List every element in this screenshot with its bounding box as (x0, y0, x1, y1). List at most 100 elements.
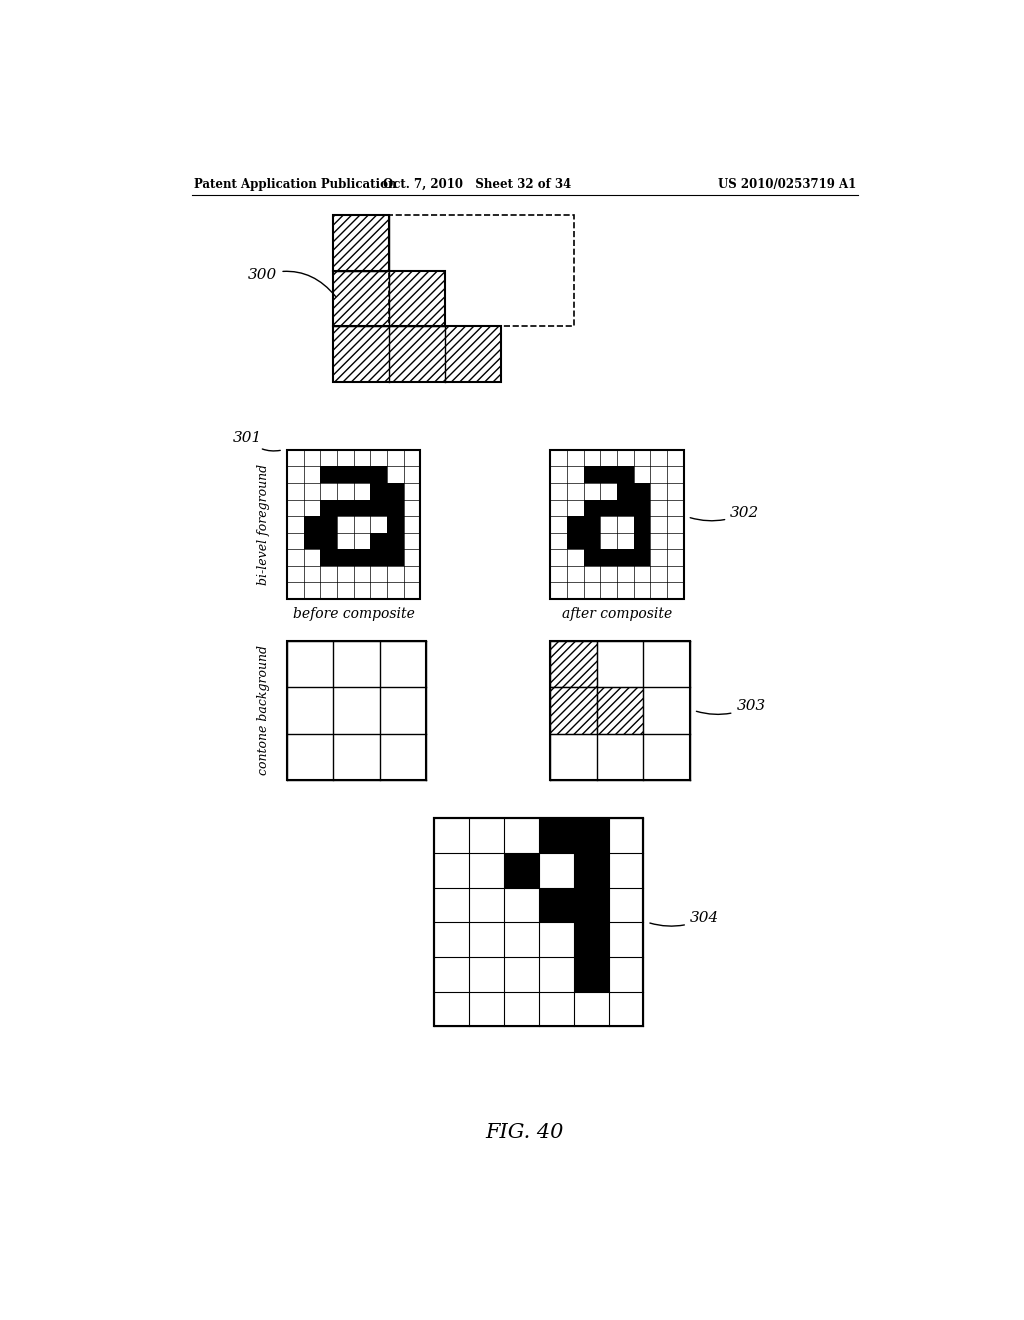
Bar (504, 923, 539, 957)
Bar (371, 466, 387, 483)
Bar (584, 499, 600, 516)
Bar (634, 499, 650, 516)
Bar (608, 991, 643, 1026)
Bar (573, 887, 608, 923)
Bar (337, 499, 353, 516)
Bar (287, 642, 426, 780)
Bar (539, 818, 573, 853)
Bar (573, 923, 608, 957)
Bar (539, 923, 573, 957)
Bar (600, 499, 617, 516)
Bar (337, 466, 353, 483)
Bar (353, 549, 371, 566)
Bar (387, 483, 403, 499)
Bar (434, 991, 469, 1026)
Bar (469, 818, 504, 853)
Text: 303: 303 (696, 700, 766, 714)
Bar (434, 853, 469, 887)
Bar (287, 450, 420, 599)
Text: 302: 302 (690, 506, 760, 521)
Bar (550, 642, 690, 780)
Text: Oct. 7, 2010   Sheet 32 of 34: Oct. 7, 2010 Sheet 32 of 34 (383, 178, 570, 190)
Bar (573, 853, 608, 887)
Bar (567, 533, 584, 549)
Bar (371, 499, 387, 516)
Bar (584, 466, 600, 483)
Bar (600, 466, 617, 483)
Bar (550, 642, 597, 688)
Bar (617, 549, 634, 566)
Bar (567, 516, 584, 533)
Bar (434, 957, 469, 991)
Bar (469, 853, 504, 887)
Bar (634, 516, 650, 533)
Bar (504, 887, 539, 923)
Bar (504, 957, 539, 991)
Bar (573, 818, 608, 853)
Text: after composite: after composite (562, 607, 672, 620)
Bar (303, 516, 321, 533)
Bar (584, 549, 600, 566)
Bar (434, 887, 469, 923)
Bar (434, 923, 469, 957)
Bar (371, 483, 387, 499)
Text: 300: 300 (248, 268, 336, 297)
Bar (334, 271, 445, 326)
Bar (584, 516, 600, 533)
Bar (550, 450, 684, 599)
Bar (573, 957, 608, 991)
Bar (469, 957, 504, 991)
Text: FIG. 40: FIG. 40 (485, 1123, 564, 1142)
Bar (387, 499, 403, 516)
Bar (334, 326, 501, 381)
Text: bi-level foreground: bi-level foreground (257, 463, 270, 585)
Bar (353, 499, 371, 516)
Bar (539, 991, 573, 1026)
Bar (617, 466, 634, 483)
Bar (387, 549, 403, 566)
Bar (469, 923, 504, 957)
Bar (321, 466, 337, 483)
Bar (371, 549, 387, 566)
Bar (434, 818, 643, 1026)
Bar (634, 549, 650, 566)
Bar (387, 533, 403, 549)
Bar (504, 957, 539, 991)
Bar (597, 688, 643, 734)
Text: Patent Application Publication: Patent Application Publication (194, 178, 396, 190)
Bar (321, 549, 337, 566)
Bar (539, 853, 573, 887)
Bar (321, 533, 337, 549)
Bar (469, 991, 504, 1026)
Bar (600, 549, 617, 566)
Bar (387, 516, 403, 533)
Text: 304: 304 (650, 911, 719, 927)
Bar (434, 818, 469, 853)
Bar (634, 483, 650, 499)
Bar (504, 818, 539, 853)
Bar (550, 688, 597, 734)
Bar (617, 483, 634, 499)
Bar (469, 887, 504, 923)
Bar (389, 215, 574, 326)
Text: contone background: contone background (257, 645, 270, 775)
Bar (334, 215, 389, 271)
Bar (573, 991, 608, 1026)
Bar (434, 818, 643, 1026)
Bar (321, 499, 337, 516)
Bar (371, 533, 387, 549)
Bar (539, 887, 573, 923)
Bar (634, 533, 650, 549)
Bar (504, 853, 539, 887)
Text: before composite: before composite (293, 607, 415, 620)
Bar (504, 991, 539, 1026)
Text: 301: 301 (232, 432, 281, 451)
Bar (504, 923, 539, 957)
Bar (617, 499, 634, 516)
Bar (584, 533, 600, 549)
Bar (337, 549, 353, 566)
Bar (303, 533, 321, 549)
Bar (321, 516, 337, 533)
Bar (353, 466, 371, 483)
Text: US 2010/0253719 A1: US 2010/0253719 A1 (718, 178, 856, 190)
